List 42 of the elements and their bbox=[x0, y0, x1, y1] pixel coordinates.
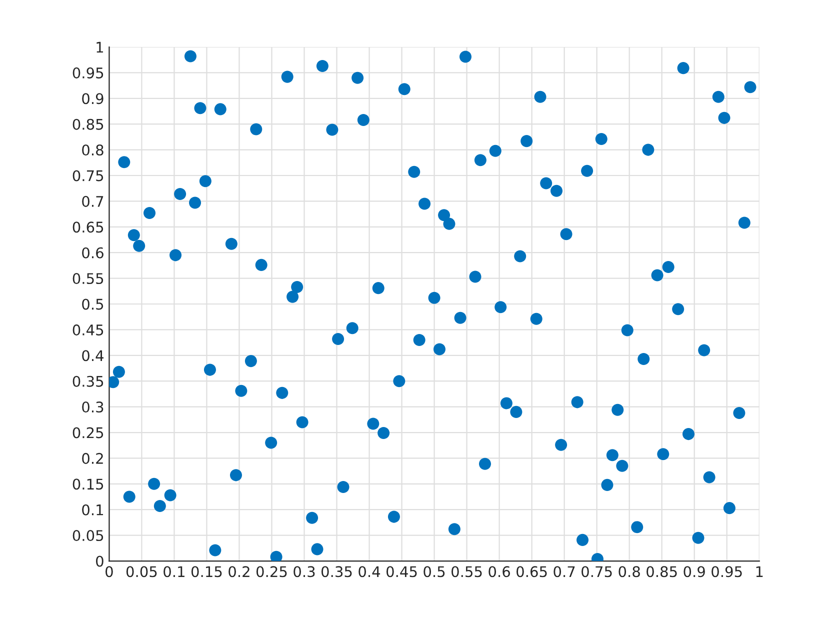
x-tick-label: 0.45 bbox=[386, 566, 417, 578]
x-tick-label: 0.25 bbox=[256, 566, 287, 578]
x-tick-label: 0.85 bbox=[646, 566, 677, 578]
y-tick-label: 0.75 bbox=[72, 170, 104, 182]
y-tick-label: 0.25 bbox=[72, 427, 104, 438]
y-tick-label: 0.4 bbox=[82, 350, 104, 362]
y-tick-label: 0.2 bbox=[82, 452, 103, 464]
y-tick-label: 0.65 bbox=[72, 222, 104, 233]
y-tick-label: 0.35 bbox=[72, 376, 104, 387]
y-tick-label: 0.05 bbox=[72, 530, 104, 542]
y-tick-label: 0.8 bbox=[82, 144, 104, 156]
x-tick-label: 0.05 bbox=[126, 566, 157, 578]
y-tick-label: 0.9 bbox=[82, 93, 104, 104]
y-tick-label: 0.85 bbox=[72, 118, 104, 130]
x-tick-label: 0.5 bbox=[424, 566, 445, 578]
x-tick-label: 0.1 bbox=[164, 566, 184, 578]
x-tick-label: 0.75 bbox=[582, 566, 612, 578]
x-tick-label: 0.9 bbox=[684, 566, 705, 578]
y-tick-label: 0.45 bbox=[72, 324, 104, 336]
y-tick-label: 0.55 bbox=[72, 273, 104, 284]
x-tick-label: 0.55 bbox=[452, 566, 482, 578]
x-tick-label: 0.2 bbox=[228, 566, 250, 578]
y-tick-label: 0.5 bbox=[82, 298, 104, 310]
x-tick-label: 0 bbox=[106, 566, 113, 578]
y-tick-label: 1 bbox=[96, 42, 103, 53]
y-tick-label: 0.3 bbox=[82, 402, 104, 413]
x-tick-label: 0.4 bbox=[358, 566, 380, 578]
y-tick-label: 0.1 bbox=[82, 504, 103, 516]
x-tick-label: 0.35 bbox=[321, 566, 352, 578]
y-tick-label: 0.6 bbox=[82, 247, 104, 258]
y-tick-label: 0.15 bbox=[72, 478, 104, 490]
y-tick-label: 0.7 bbox=[82, 196, 104, 207]
x-tick-label: 0.3 bbox=[294, 566, 315, 578]
x-tick-label: 0.6 bbox=[488, 566, 510, 578]
y-tick-label: 0.95 bbox=[72, 67, 104, 78]
x-tick-label: 0.8 bbox=[618, 566, 640, 578]
y-tick-label: 0 bbox=[96, 556, 104, 567]
x-tick-label: 0.65 bbox=[516, 566, 547, 578]
x-tick-label: 0.15 bbox=[191, 566, 222, 578]
x-tick-label: 0.7 bbox=[554, 566, 575, 578]
x-tick-label: 0.95 bbox=[712, 566, 742, 578]
x-tick-label: 1 bbox=[756, 566, 763, 577]
